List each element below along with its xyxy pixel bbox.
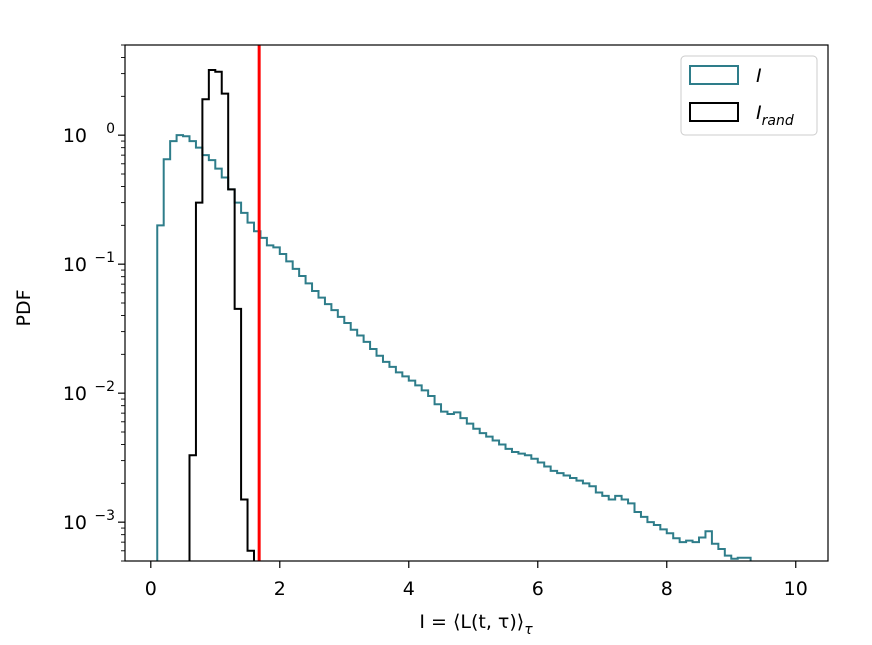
x-tick-label: 6 [532, 578, 544, 600]
y-tick-label: 10 −1 [63, 250, 115, 276]
x-axis-label-sub: τ [524, 622, 533, 638]
x-tick-label: 4 [403, 578, 415, 600]
y-axis-label: PDF [13, 289, 35, 326]
y-tick-label: 10 −3 [63, 508, 115, 534]
legend-label: Irand [756, 102, 794, 129]
x-tick-label: 10 [784, 578, 808, 600]
legend-box [680, 55, 818, 136]
histogram-series-i-rand [188, 69, 255, 561]
legend-swatch [689, 65, 739, 85]
x-axis: 0 2 4 6 8 10 [145, 561, 808, 600]
series-layer [156, 69, 752, 561]
histogram-series-i [156, 134, 752, 561]
x-tick-label: 2 [274, 578, 286, 600]
y-tick-label: 10 0 [63, 121, 115, 147]
legend-label: I [756, 65, 762, 87]
x-tick-label: 8 [661, 578, 673, 600]
x-axis-label: I = ⟨L(t, τ)⟩τ [419, 611, 533, 638]
legend: I Irand [680, 55, 818, 136]
legend-swatch [689, 102, 739, 122]
y-tick-label: 10 −2 [63, 379, 115, 405]
x-tick-label: 0 [145, 578, 157, 600]
x-axis-label-main: I = ⟨L(t, τ)⟩ [419, 611, 524, 633]
